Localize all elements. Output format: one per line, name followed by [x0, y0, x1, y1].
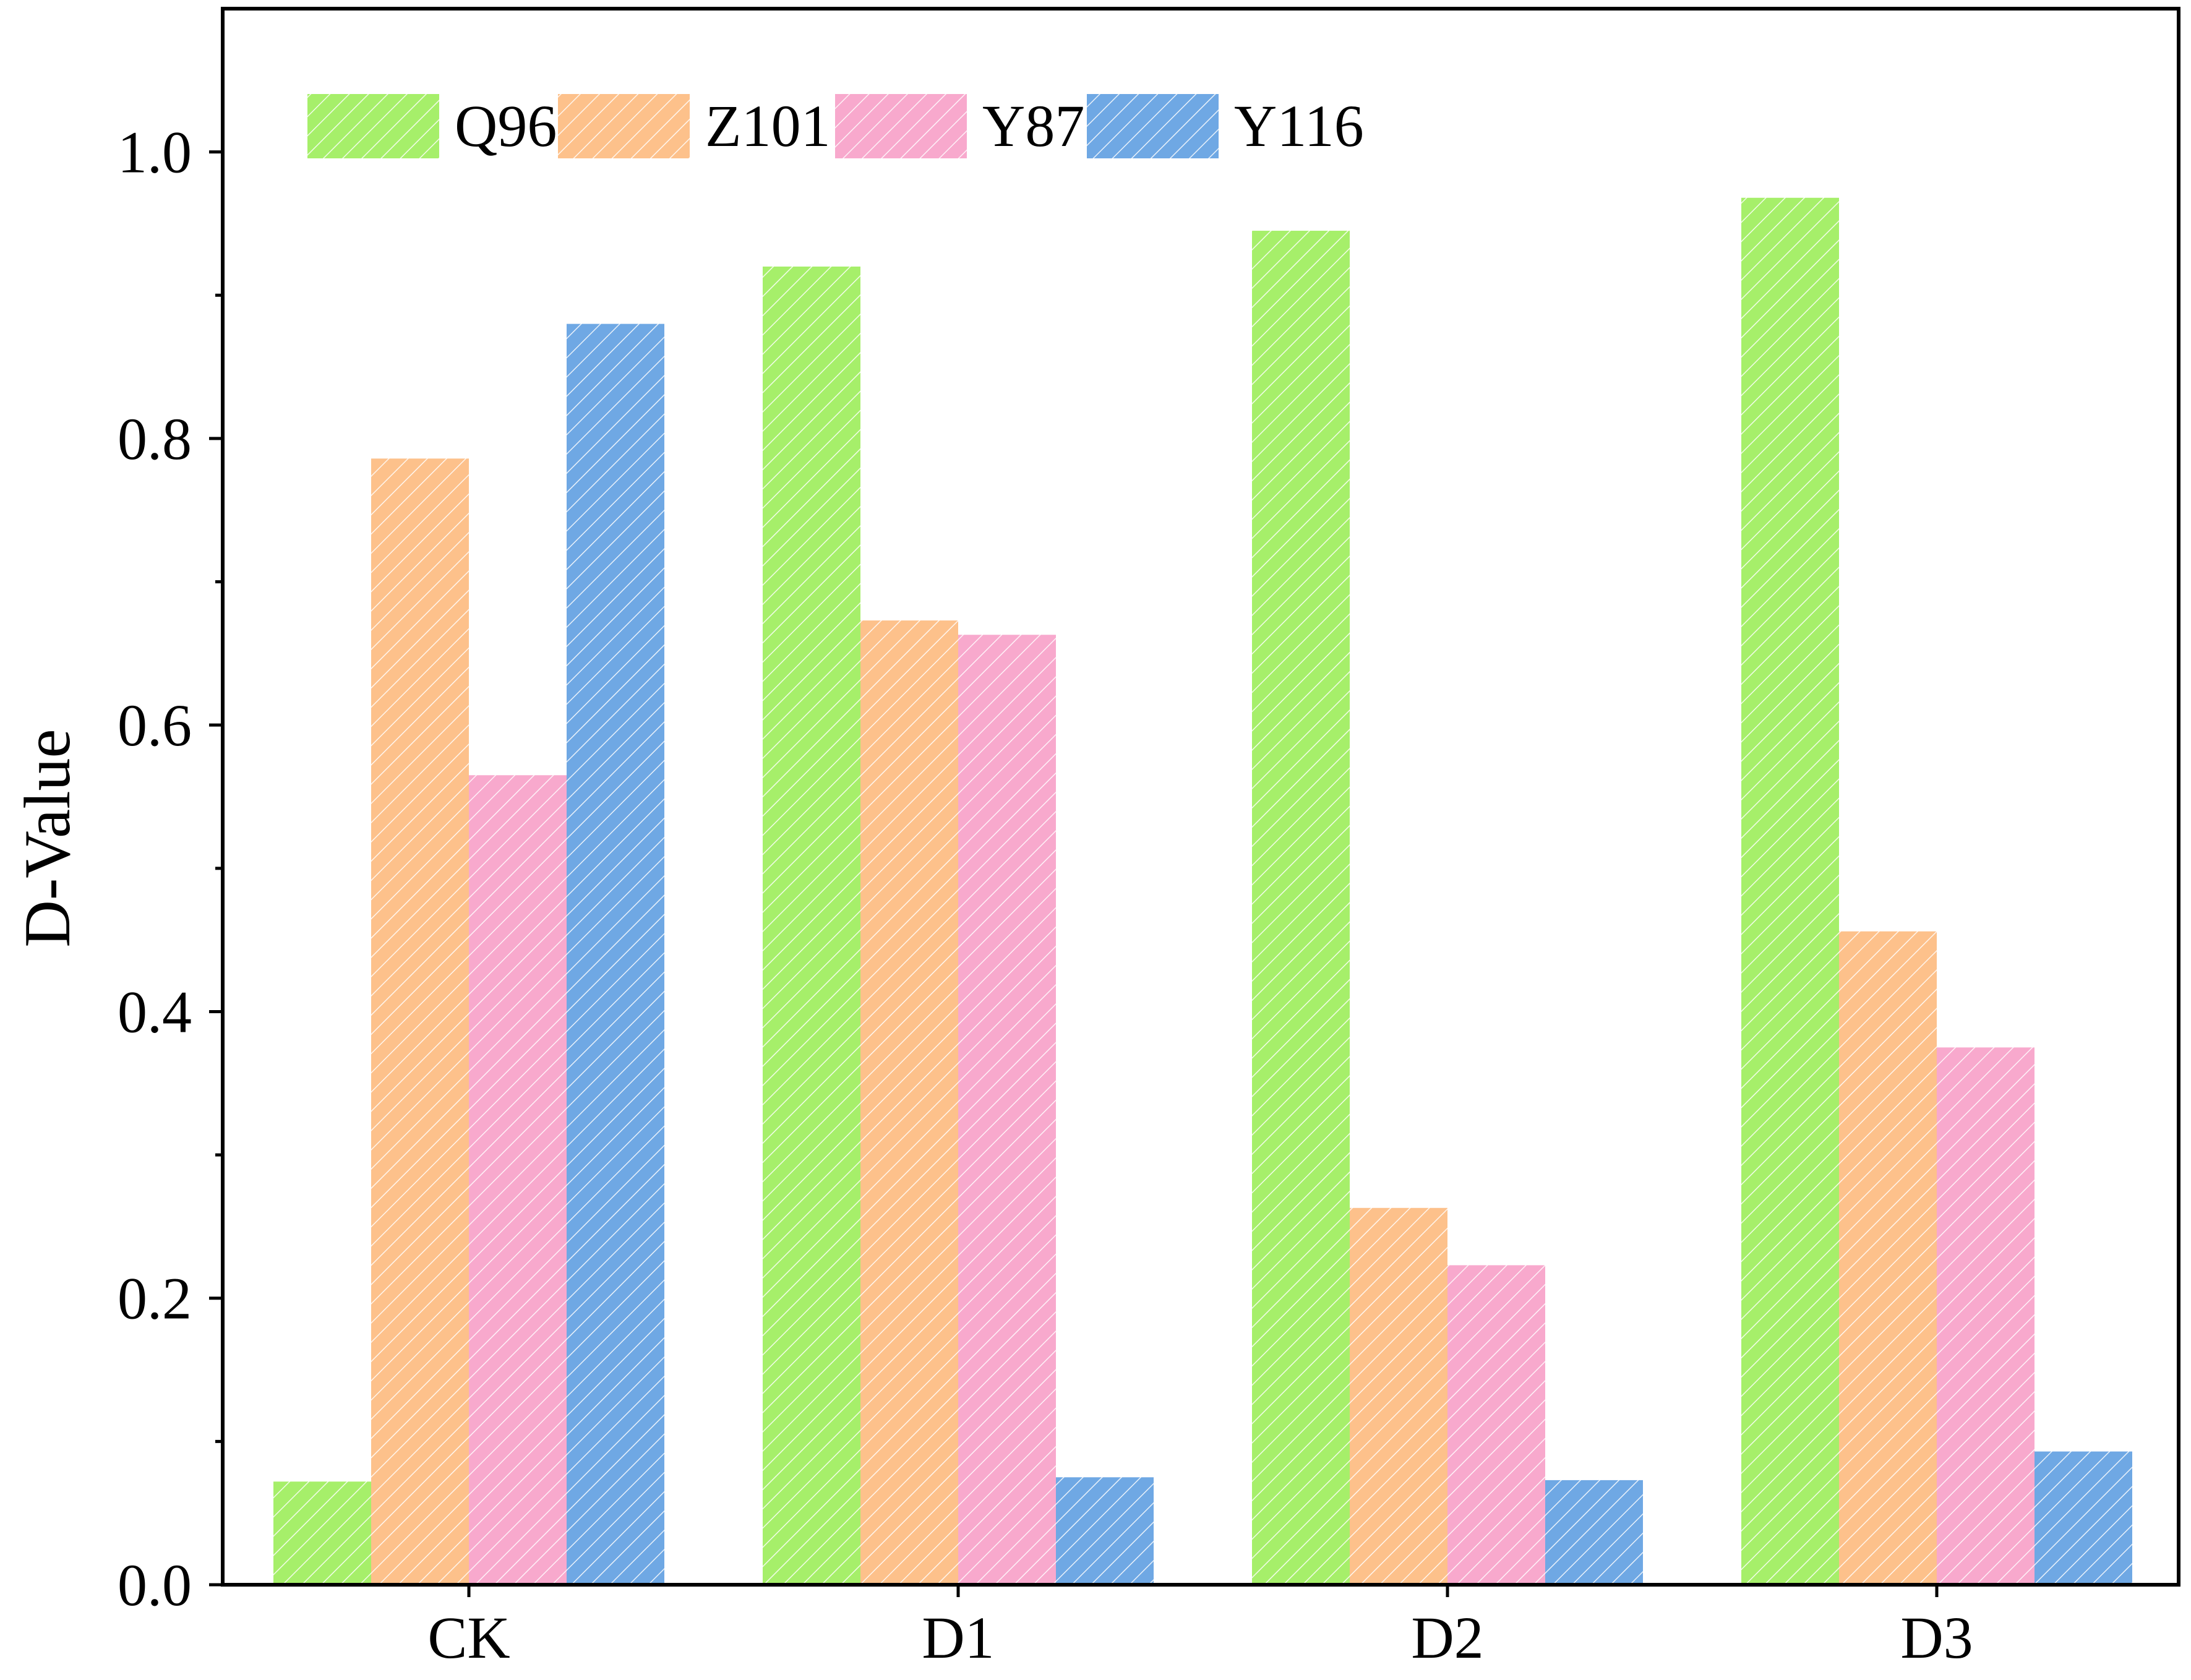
- bar-y87-d1: [958, 635, 1056, 1585]
- legend-swatch: [1087, 94, 1219, 158]
- y-tick-label: 0.6: [118, 692, 192, 758]
- legend-swatch: [307, 94, 439, 158]
- bar-y116-ck: [567, 324, 664, 1585]
- legend-swatch: [835, 94, 967, 158]
- y-tick-label: 0.2: [118, 1266, 192, 1332]
- legend-label: Y116: [1234, 93, 1364, 159]
- legend-label: Z101: [705, 93, 831, 159]
- y-axis-label: D-Value: [11, 729, 84, 947]
- y-tick-label: 0.4: [118, 979, 192, 1045]
- legend-item-q96: Q96: [307, 93, 557, 159]
- y-tick-label: 0.8: [118, 406, 192, 472]
- bar-z101-d2: [1350, 1207, 1447, 1585]
- legend-item-y87: Y87: [835, 93, 1084, 159]
- bar-q96-ck: [273, 1481, 371, 1585]
- bar-z101-ck: [371, 458, 469, 1585]
- bar-q96-d3: [1741, 197, 1839, 1585]
- x-tick-label-d3: D3: [1900, 1605, 1973, 1671]
- y-tick-label: 1.0: [118, 119, 192, 186]
- x-tick-label-ck: CK: [427, 1605, 510, 1671]
- bars-layer: [273, 197, 2132, 1585]
- legend-item-y116: Y116: [1087, 93, 1364, 159]
- legend-item-z101: Z101: [558, 93, 831, 159]
- bar-y116-d1: [1056, 1477, 1154, 1585]
- bar-y116-d2: [1545, 1480, 1643, 1585]
- bar-z101-d3: [1839, 931, 1937, 1585]
- bar-y87-d3: [1937, 1047, 2034, 1585]
- bar-y87-ck: [469, 775, 567, 1585]
- y-tick-label: 0.0: [118, 1552, 192, 1618]
- bar-q96-d2: [1252, 231, 1350, 1585]
- x-tick-label-d1: D1: [922, 1605, 994, 1671]
- legend: Q96 Z101 Y87 Y116: [307, 93, 1364, 159]
- bar-q96-d1: [763, 266, 860, 1585]
- axes-layer: 0.0 0.2 0.4 0.6 0.8 1.0 CK D1 D2 D3: [118, 7, 2180, 1671]
- bar-y87-d2: [1447, 1265, 1545, 1585]
- x-tick-label-d2: D2: [1411, 1605, 1483, 1671]
- legend-label: Q96: [455, 93, 557, 159]
- bar-y116-d3: [2034, 1451, 2132, 1585]
- bar-z101-d1: [860, 620, 958, 1585]
- plot-frame: [221, 7, 2180, 1587]
- legend-label: Y87: [982, 93, 1084, 159]
- legend-swatch: [558, 94, 690, 158]
